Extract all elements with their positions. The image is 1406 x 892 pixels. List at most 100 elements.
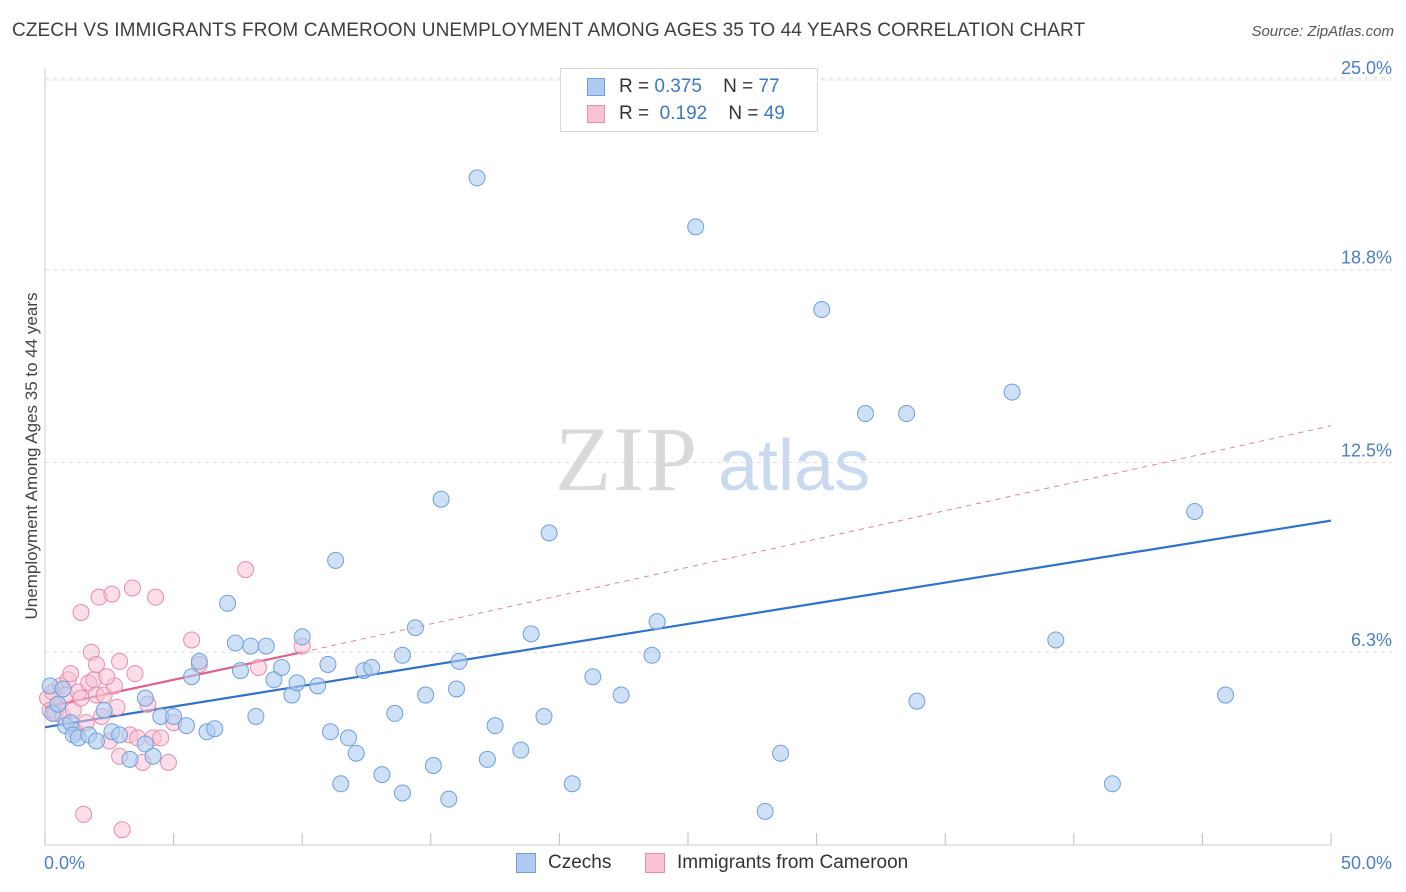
czech-point [540, 524, 558, 542]
czech-point [177, 717, 195, 735]
czech-point [1003, 383, 1021, 401]
czech-point [319, 655, 337, 673]
czech-trend-line [44, 519, 1332, 729]
czech-point [756, 802, 774, 820]
watermark-atlas: atlas [718, 426, 870, 506]
cameroon-legend-swatch [645, 853, 665, 873]
watermark-zip: ZIP [555, 408, 699, 510]
series-legend: Czechs Immigrants from Cameroon [0, 852, 1406, 878]
legend-r-value: 0.192 [659, 103, 708, 124]
czech-point [1103, 775, 1121, 793]
czech-point [273, 659, 291, 677]
cameroon-point [126, 665, 144, 683]
czech-point [327, 551, 345, 569]
legend-n-label: N = [723, 76, 754, 97]
y-axis-label: Unemployment Among Ages 35 to 44 years [22, 293, 41, 620]
legend-n-value: 77 [758, 76, 780, 97]
czech-point [406, 619, 424, 637]
czech-point [478, 750, 496, 768]
czech-point [908, 692, 926, 710]
stats-legend: R = 0.375 N = 77 R = 0.192 N = 49 [560, 68, 818, 132]
czech-point [432, 490, 450, 508]
czech-point [386, 704, 404, 722]
czech-point [293, 628, 311, 646]
legend-row-cameroon: R = 0.192 N = 49 [587, 101, 785, 127]
cameroon-point [147, 588, 165, 606]
czech-point [111, 726, 129, 744]
czech-point [136, 735, 154, 753]
czech-point [535, 707, 553, 725]
czech-point [257, 637, 275, 655]
czech-point [1047, 631, 1065, 649]
legend-r-value: 0.375 [654, 76, 702, 97]
legend-n-label: N = [728, 103, 759, 124]
czech-point [165, 707, 183, 725]
chart-title: CZECH VS IMMIGRANTS FROM CAMEROON UNEMPL… [12, 20, 1086, 41]
czech-point [363, 659, 381, 677]
y-tick-label: 25.0% [1341, 58, 1392, 78]
czech-point [288, 674, 306, 692]
cameroon-point [111, 652, 129, 670]
czech-point [563, 775, 581, 793]
cameroon-point [87, 655, 105, 673]
czech-point [687, 218, 705, 236]
czech-swatch [587, 78, 605, 96]
x-tick-labels: 0.0% 50.0% [44, 853, 1392, 873]
cameroon-point [237, 561, 255, 579]
legend-item-czechs[interactable]: Czechs [516, 852, 611, 874]
legend-n-value: 49 [763, 103, 785, 124]
czech-point [417, 686, 435, 704]
czech-point [643, 646, 661, 664]
czech-point [49, 695, 67, 713]
cameroon-swatch [587, 105, 605, 123]
y-tick-label: 6.3% [1351, 630, 1392, 650]
czech-point [584, 668, 602, 686]
czech-point [612, 686, 630, 704]
czech-point [512, 741, 530, 759]
y-tick-label: 18.8% [1341, 248, 1392, 268]
legend-item-cameroon[interactable]: Immigrants from Cameroon [645, 852, 908, 874]
cameroon-point [72, 689, 90, 707]
czech-point [332, 775, 350, 793]
cameroon-point [103, 585, 121, 603]
czech-point [339, 729, 357, 747]
czech-point [321, 723, 339, 741]
czech-point [440, 790, 458, 808]
cameroon-point [75, 805, 93, 823]
legend-row-czechs: R = 0.375 N = 77 [587, 74, 780, 100]
czech-point [450, 652, 468, 670]
cameroon-point [72, 603, 90, 621]
cameroon-points [39, 561, 311, 839]
cameroon-point [62, 665, 80, 683]
czech-point [95, 701, 113, 719]
czech-point [898, 405, 916, 423]
czech-legend-swatch [516, 853, 536, 873]
czech-point [394, 646, 412, 664]
czech-point [190, 652, 208, 670]
czech-point [373, 766, 391, 784]
czech-point [648, 613, 666, 631]
czech-point [206, 720, 224, 738]
czech-point [183, 668, 201, 686]
czech-legend-label: Czechs [548, 852, 612, 873]
czech-points [41, 169, 1235, 820]
czech-point [144, 747, 162, 765]
czech-point [219, 594, 237, 612]
cameroon-legend-label: Immigrants from Cameroon [677, 852, 909, 873]
czech-point [486, 717, 504, 735]
czech-point [522, 625, 540, 643]
y-tick-labels: 6.3% 12.5% 18.8% 25.0% [1341, 58, 1392, 650]
czech-point [813, 301, 831, 318]
czech-point [136, 689, 154, 707]
x-tick-label: 50.0% [1341, 853, 1392, 873]
czech-point [1186, 502, 1204, 520]
cameroon-point [98, 668, 116, 686]
cameroon-point [249, 659, 267, 677]
legend-r-label: R = [619, 103, 650, 124]
x-tick-label: 0.0% [44, 853, 85, 873]
czech-point [121, 750, 139, 768]
czech-point [424, 756, 442, 774]
cameroon-point [183, 631, 201, 649]
cameroon-point [159, 753, 177, 771]
czech-point [468, 169, 486, 187]
